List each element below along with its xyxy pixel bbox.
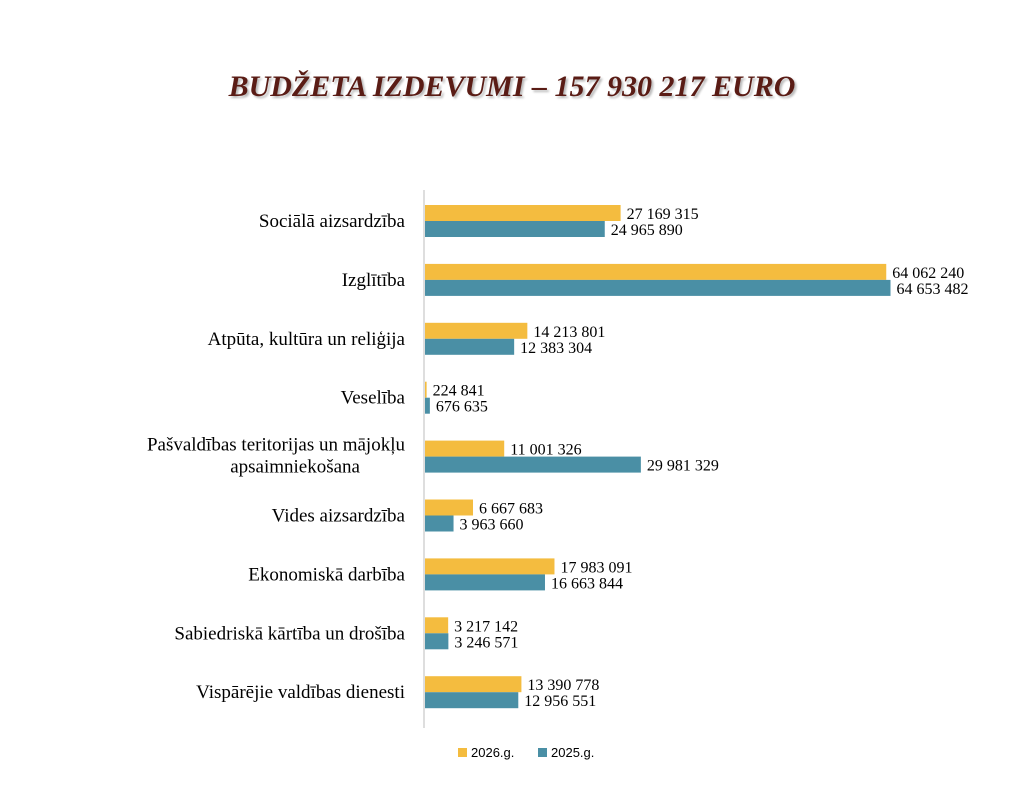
legend-swatch: [458, 748, 467, 757]
bar-2025: [425, 456, 641, 473]
data-label-2026: 13 390 778: [527, 677, 599, 694]
category-label: Atpūta, kultūra un reliģija: [208, 329, 406, 350]
bar-2025: [425, 221, 605, 237]
data-label-2025: 3 246 571: [454, 634, 518, 651]
data-label-2026: 6 667 683: [479, 501, 543, 518]
bar-2026: [425, 558, 555, 575]
legend-label: 2026.g.: [471, 745, 514, 760]
bar-2025: [425, 633, 449, 650]
data-label-2025: 12 956 551: [524, 693, 596, 710]
category-label: Vides aizsardzība: [272, 506, 406, 527]
bar-2025: [425, 338, 515, 355]
data-label-2026: 27 169 315: [627, 206, 699, 223]
data-label-2025: 3 963 660: [460, 517, 524, 534]
data-label-2026: 224 841: [433, 383, 485, 400]
category-label: Pašvaldības teritorijas un mājokļu apsaim…: [147, 435, 406, 478]
category-label-line: Pašvaldības teritorijas un mājokļu: [147, 435, 406, 456]
bar-2025: [425, 279, 891, 296]
bar-2025: [425, 692, 519, 709]
bar-2025: [425, 574, 545, 591]
legend-label: 2025.g.: [551, 745, 594, 760]
data-label-2026: 3 217 142: [454, 618, 518, 635]
bar-2026: [425, 440, 505, 457]
bar-2026: [425, 676, 522, 693]
bar-2026: [425, 381, 427, 398]
data-label-2026: 14 213 801: [533, 324, 605, 341]
category-label-line: apsaimniekošana: [230, 457, 360, 478]
data-label-2026: 64 062 240: [892, 265, 964, 282]
bar-2025: [425, 397, 430, 414]
data-label-2025: 64 653 482: [897, 281, 969, 298]
category-label: Veselība: [341, 388, 406, 409]
bar-2026: [425, 205, 621, 221]
category-label: Izglītība: [342, 270, 406, 291]
category-label: Ekonomiskā darbība: [248, 564, 405, 585]
data-label-2025: 24 965 890: [611, 222, 683, 239]
bar-2026: [425, 617, 449, 634]
chart-title: BUDŽETA IZDEVUMI – 157 930 217 EURO: [228, 70, 796, 103]
category-label: Sabiedriskā kārtība un drošība: [174, 623, 405, 644]
data-label-2025: 29 981 329: [647, 458, 719, 475]
category-label: Sociālā aizsardzība: [259, 211, 406, 232]
bar-2026: [425, 263, 887, 280]
legend-swatch: [538, 748, 547, 757]
data-label-2025: 16 663 844: [551, 575, 623, 592]
bar-2025: [425, 515, 454, 532]
data-label-2026: 11 001 326: [510, 442, 581, 459]
data-label-2025: 12 383 304: [520, 340, 592, 357]
bar-2026: [425, 499, 474, 516]
bar-2026: [425, 322, 528, 339]
data-label-2025: 676 635: [436, 399, 488, 416]
data-label-2026: 17 983 091: [560, 559, 632, 576]
category-label: Vispārējie valdības dienesti: [196, 682, 405, 703]
